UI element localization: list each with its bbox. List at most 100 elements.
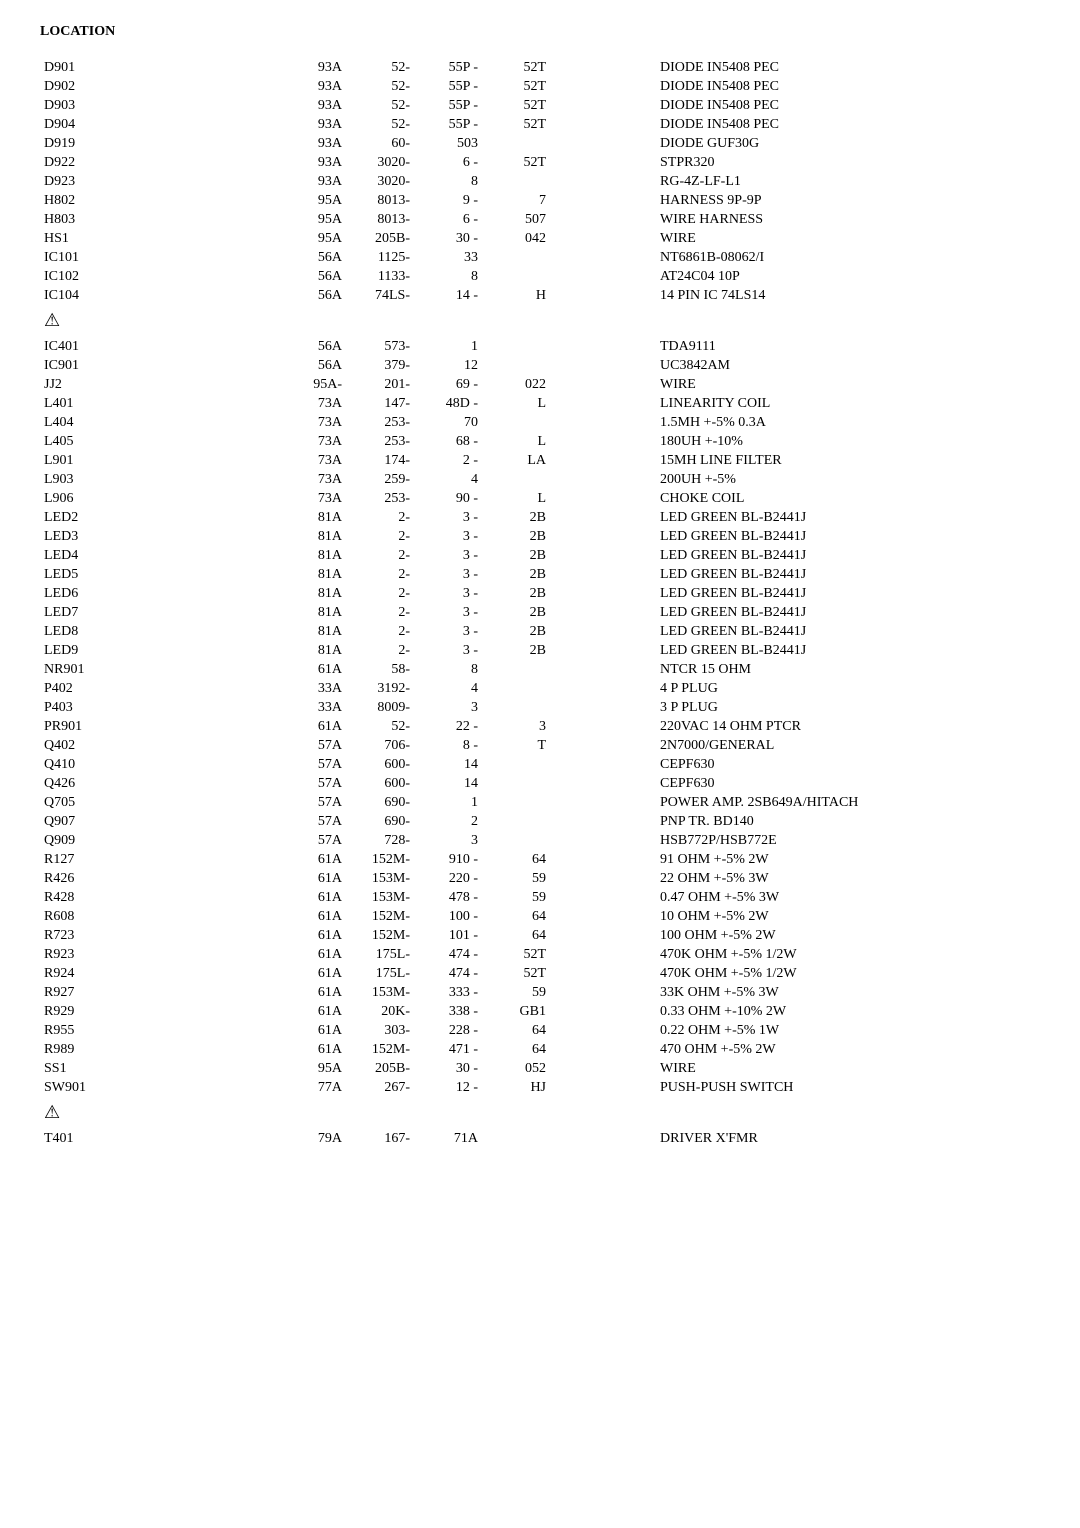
loc-cell: T401 (40, 1129, 278, 1148)
desc-cell: 4 P PLUG (550, 679, 1040, 698)
code-cell: 57A (278, 793, 346, 812)
code-cell: 052 (482, 1059, 550, 1078)
loc-cell: H803 (40, 210, 278, 229)
code-cell: 73A (278, 489, 346, 508)
code-cell (482, 134, 550, 153)
code-cell: 57A (278, 755, 346, 774)
desc-cell: PNP TR. BD140 (550, 812, 1040, 831)
code-cell: 64 (482, 1040, 550, 1059)
code-cell: 93A (278, 96, 346, 115)
code-cell: 73A (278, 451, 346, 470)
code-cell: 52- (346, 717, 414, 736)
code-cell: 81A (278, 508, 346, 527)
code-cell: 600- (346, 774, 414, 793)
code-cell: 52T (482, 58, 550, 77)
desc-cell: LED GREEN BL-B2441J (550, 603, 1040, 622)
desc-cell: CHOKE COIL (550, 489, 1040, 508)
code-cell: 22 - (414, 717, 482, 736)
loc-cell: D903 (40, 96, 278, 115)
code-cell: 64 (482, 907, 550, 926)
code-cell: 728- (346, 831, 414, 850)
code-cell: 333 - (414, 983, 482, 1002)
code-cell: 55P - (414, 77, 482, 96)
code-cell: 20K- (346, 1002, 414, 1021)
code-cell: 3 - (414, 527, 482, 546)
code-cell: 59 (482, 869, 550, 888)
table-row: IC10156A1125-33NT6861B-08062/I (40, 248, 1040, 267)
table-row: H80295A8013-9 -7HARNESS 9P-9P (40, 191, 1040, 210)
warning-icon: ⚠ (40, 1097, 1040, 1129)
code-cell: 52- (346, 115, 414, 134)
loc-cell: LED3 (40, 527, 278, 546)
loc-cell: R929 (40, 1002, 278, 1021)
code-cell (482, 774, 550, 793)
code-cell: 56A (278, 286, 346, 305)
code-cell: 2- (346, 508, 414, 527)
warning-icon: ⚠ (40, 305, 1040, 337)
table-row: LED781A2-3 -2BLED GREEN BL-B2441J (40, 603, 1040, 622)
code-cell: 2B (482, 508, 550, 527)
loc-cell: NR901 (40, 660, 278, 679)
desc-cell: WIRE HARNESS (550, 210, 1040, 229)
desc-cell: STPR320 (550, 153, 1040, 172)
code-cell: 3020- (346, 172, 414, 191)
code-cell: 152M- (346, 926, 414, 945)
code-cell: 61A (278, 850, 346, 869)
code-cell: LA (482, 451, 550, 470)
table-row: D90293A52-55P -52TDIODE IN5408 PEC (40, 77, 1040, 96)
code-cell: L (482, 432, 550, 451)
code-cell: 61A (278, 660, 346, 679)
desc-cell: 22 OHM +-5% 3W (550, 869, 1040, 888)
code-cell: 253- (346, 413, 414, 432)
table-row: HS195A205B-30 -042WIRE (40, 229, 1040, 248)
code-cell (482, 679, 550, 698)
code-cell: 81A (278, 565, 346, 584)
table-row: D90193A52-55P -52TDIODE IN5408 PEC (40, 58, 1040, 77)
loc-cell: L405 (40, 432, 278, 451)
desc-cell: LED GREEN BL-B2441J (550, 546, 1040, 565)
code-cell (482, 660, 550, 679)
desc-cell: 470K OHM +-5% 1/2W (550, 945, 1040, 964)
desc-cell: 0.33 OHM +-10% 2W (550, 1002, 1040, 1021)
desc-cell: LED GREEN BL-B2441J (550, 641, 1040, 660)
code-cell: 73A (278, 470, 346, 489)
code-cell: 9 - (414, 191, 482, 210)
code-cell: 910 - (414, 850, 482, 869)
code-cell (482, 698, 550, 717)
desc-cell: TDA9111 (550, 337, 1040, 356)
code-cell: 471 - (414, 1040, 482, 1059)
table-row: R60861A152M-100 -6410 OHM +-5% 2W (40, 907, 1040, 926)
code-cell: 61A (278, 1002, 346, 1021)
table-row: IC10456A74LS-14 -H14 PIN IC 74LS14 (40, 286, 1040, 305)
code-cell: 022 (482, 375, 550, 394)
code-cell: 61A (278, 926, 346, 945)
table-row: LED681A2-3 -2BLED GREEN BL-B2441J (40, 584, 1040, 603)
table-row: LED481A2-3 -2BLED GREEN BL-B2441J (40, 546, 1040, 565)
desc-cell: LED GREEN BL-B2441J (550, 584, 1040, 603)
desc-cell: NT6861B-08062/I (550, 248, 1040, 267)
code-cell: 81A (278, 622, 346, 641)
code-cell: 253- (346, 432, 414, 451)
code-cell (482, 755, 550, 774)
code-cell: 205B- (346, 1059, 414, 1078)
code-cell: 93A (278, 172, 346, 191)
loc-cell: R924 (40, 964, 278, 983)
code-cell: 3 - (414, 603, 482, 622)
desc-cell: UC3842AM (550, 356, 1040, 375)
code-cell: 4 (414, 470, 482, 489)
desc-cell: PUSH-PUSH SWITCH (550, 1078, 1040, 1097)
desc-cell: DIODE IN5408 PEC (550, 96, 1040, 115)
loc-cell: SW901 (40, 1078, 278, 1097)
code-cell: 1 (414, 793, 482, 812)
code-cell: 64 (482, 1021, 550, 1040)
code-cell (482, 1129, 550, 1148)
code-cell: 175L- (346, 964, 414, 983)
code-cell: 3020- (346, 153, 414, 172)
table-row: LED281A2-3 -2BLED GREEN BL-B2441J (40, 508, 1040, 527)
code-cell: 57A (278, 736, 346, 755)
code-cell: 3 (414, 831, 482, 850)
table-row: L90373A259-4200UH +-5% (40, 470, 1040, 489)
code-cell: T (482, 736, 550, 755)
code-cell: 56A (278, 248, 346, 267)
code-cell: 55P - (414, 58, 482, 77)
